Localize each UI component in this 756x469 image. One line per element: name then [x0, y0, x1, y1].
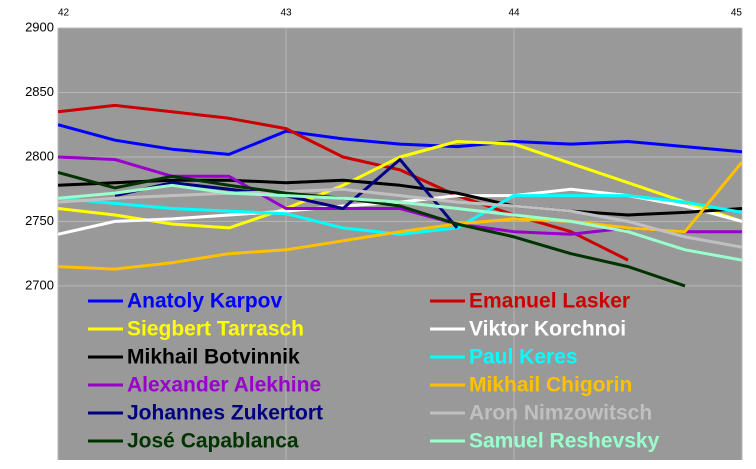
plot-area: [58, 28, 742, 460]
series-line: [58, 194, 742, 236]
y-tick-label: 2700: [25, 277, 54, 292]
legend-label: Viktor Korchnoi: [469, 318, 626, 341]
y-tick-label: 2850: [25, 84, 54, 99]
legend-label: Aron Nimzowitsch: [469, 402, 652, 425]
legend-label: Mikhail Botvinnik: [127, 346, 300, 369]
x-tick-label: 43: [280, 8, 292, 19]
legend-label: Samuel Reshevsky: [469, 430, 660, 453]
y-tick-label: 2900: [25, 19, 54, 34]
x-tick-label: 45: [731, 8, 743, 19]
x-tick-label: 42: [58, 8, 70, 19]
y-tick-label: 2750: [25, 213, 54, 228]
legend-label: Mikhail Chigorin: [469, 374, 632, 397]
legend-label: Emanuel Lasker: [469, 290, 630, 313]
series-group: [58, 103, 742, 288]
legend-label: Paul Keres: [469, 346, 578, 369]
series-line: [58, 183, 742, 262]
x-tick-label: 44: [508, 8, 520, 19]
series-line: [58, 170, 686, 288]
series-line: [58, 123, 742, 156]
legend-label: Alexander Alekhine: [127, 374, 321, 397]
series-line: [58, 178, 742, 217]
series-line: [58, 187, 742, 249]
series-line: [58, 161, 742, 271]
legend-label: José Capablanca: [127, 430, 299, 453]
y-tick-label: 2800: [25, 148, 54, 163]
series-line: [58, 140, 742, 230]
legend-label: Siegbert Tarrasch: [127, 318, 304, 341]
legend-label: Johannes Zukertort: [127, 402, 323, 425]
legend-label: Anatoly Karpov: [127, 290, 283, 313]
